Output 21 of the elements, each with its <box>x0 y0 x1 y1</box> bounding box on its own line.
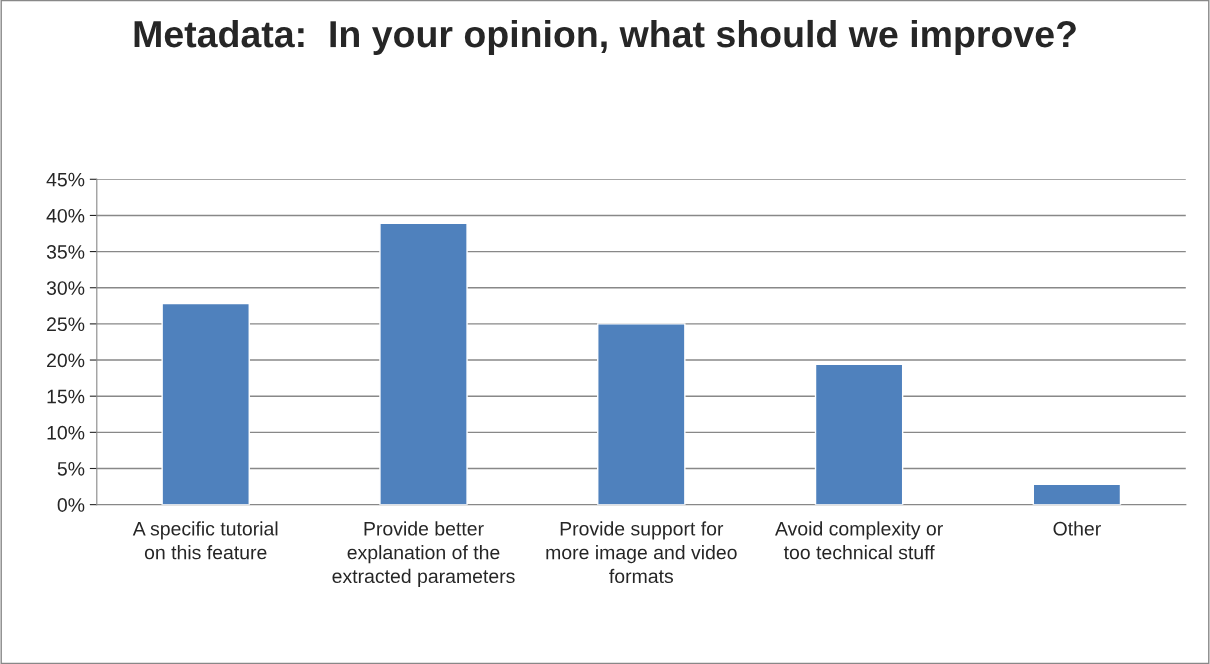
y-tick-label: 5% <box>57 462 85 476</box>
y-tick-label: 45% <box>46 172 85 187</box>
x-tick-label: Avoid complexity or too technical stuff <box>775 521 943 560</box>
y-tick-label: 20% <box>47 353 85 368</box>
x-tick-label: Provide better explanation of the extracted parameters <box>332 521 515 587</box>
bar <box>597 323 686 505</box>
y-tick-label: 40% <box>46 208 85 223</box>
y-tick-label: 30% <box>46 281 85 295</box>
chart-title: Metadata: In your opinion, what should we improve? <box>134 19 1076 55</box>
y-tick-label: 25% <box>47 317 85 332</box>
bar <box>379 222 468 505</box>
x-tick-label: Provide support for more image and video formats <box>546 521 737 584</box>
y-tick-label: 15% <box>47 389 85 404</box>
y-tick-label: 10% <box>47 425 85 440</box>
y-tick-label: 0% <box>57 498 85 512</box>
y-tick-label: 35% <box>46 245 85 259</box>
x-tick-label: A specific tutorial on this feature <box>132 521 278 560</box>
x-tick-label: Other <box>1053 521 1101 536</box>
bar <box>814 363 904 505</box>
bar <box>161 302 250 505</box>
bar <box>1032 483 1122 505</box>
